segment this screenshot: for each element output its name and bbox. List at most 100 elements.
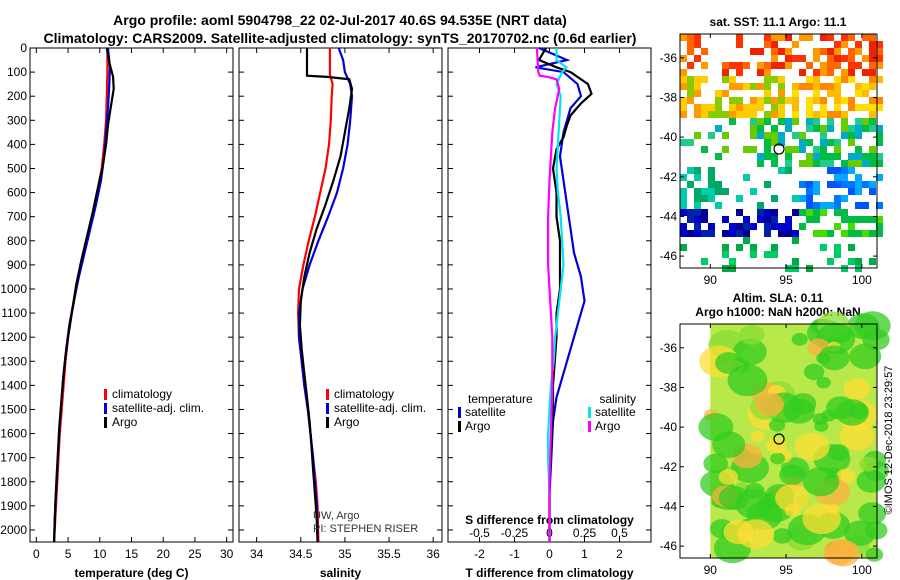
sst-cell xyxy=(743,62,750,69)
sst-cell xyxy=(806,160,813,167)
sst-cell xyxy=(862,118,869,125)
map-lat-label: -42 xyxy=(660,170,678,184)
sst-cell xyxy=(834,90,841,97)
sst-cell xyxy=(785,48,792,55)
sst-cell xyxy=(799,181,806,188)
y-tick-label: 700 xyxy=(7,210,27,224)
sst-cell xyxy=(869,97,876,104)
sst-cell xyxy=(750,244,757,251)
sst-cell xyxy=(820,230,827,237)
sst-cell xyxy=(827,90,834,97)
sst-cell xyxy=(708,132,715,139)
legend-swatch xyxy=(104,403,107,414)
sst-cell xyxy=(680,55,687,62)
sst-cell xyxy=(862,181,869,188)
sst-cell xyxy=(715,188,722,195)
sst-cell xyxy=(813,153,820,160)
y-tick-label: 300 xyxy=(7,113,27,127)
sst-cell xyxy=(848,55,855,62)
sst-cell xyxy=(841,97,848,104)
sst-cell xyxy=(876,55,883,62)
sst-cell xyxy=(785,146,792,153)
legend-label: climatology xyxy=(112,387,172,401)
sst-cell xyxy=(834,153,841,160)
y-tick-label: 800 xyxy=(7,234,27,248)
sst-cell xyxy=(771,62,778,69)
sst-cell xyxy=(750,83,757,90)
sst-cell xyxy=(869,153,876,160)
sst-cell xyxy=(736,41,743,48)
y-tick-label: 1000 xyxy=(0,282,27,296)
sst-cell xyxy=(694,216,701,223)
sst-cell xyxy=(862,69,869,76)
sst-cell xyxy=(862,34,869,41)
legend-label: Argo xyxy=(595,419,621,433)
sst-cell xyxy=(862,55,869,62)
sst-cell xyxy=(827,258,834,265)
sst-cell xyxy=(834,83,841,90)
sst-cell xyxy=(736,230,743,237)
sst-cell xyxy=(834,97,841,104)
map-lat-label: -46 xyxy=(660,539,678,553)
sst-cell xyxy=(813,230,820,237)
sst-cell xyxy=(848,258,855,265)
sst-cell xyxy=(680,76,687,83)
sst-cell xyxy=(813,181,820,188)
sst-cell xyxy=(764,223,771,230)
sla-blob xyxy=(735,489,773,519)
sst-cell xyxy=(750,223,757,230)
sst-cell xyxy=(729,76,736,83)
sst-cell xyxy=(813,188,820,195)
sst-cell xyxy=(806,111,813,118)
sst-cell xyxy=(876,139,883,146)
sst-cell xyxy=(687,90,694,97)
sla-blob xyxy=(862,328,890,351)
sst-cell xyxy=(701,258,708,265)
sst-cell xyxy=(855,62,862,69)
sst-cell xyxy=(722,132,729,139)
sst-cell xyxy=(869,146,876,153)
sst-cell xyxy=(785,216,792,223)
x-axis-label-difference: T difference from climatology xyxy=(465,566,633,580)
sst-cell xyxy=(722,76,729,83)
sst-cell xyxy=(848,181,855,188)
sst-cell xyxy=(876,132,883,139)
sst-cell xyxy=(701,111,708,118)
sst-cell xyxy=(848,104,855,111)
sla-blob xyxy=(770,452,786,465)
sst-cell xyxy=(799,34,806,41)
sst-cell xyxy=(806,125,813,132)
sst-cell xyxy=(806,34,813,41)
sst-cell xyxy=(855,202,862,209)
sst-cell xyxy=(792,209,799,216)
sst-cell xyxy=(792,111,799,118)
sst-cell xyxy=(743,111,750,118)
sla-blob xyxy=(818,345,850,371)
sst-cell xyxy=(869,62,876,69)
sst-cell xyxy=(680,202,687,209)
sst-cell xyxy=(869,55,876,62)
sst-cell xyxy=(876,104,883,111)
sst-cell xyxy=(876,48,883,55)
sst-cell xyxy=(680,69,687,76)
sst-cell xyxy=(736,97,743,104)
sst-cell xyxy=(694,174,701,181)
sst-cell xyxy=(736,244,743,251)
sst-cell xyxy=(862,202,869,209)
x-axis-label-salinity: salinity xyxy=(320,566,362,580)
sst-cell xyxy=(764,216,771,223)
sst-cell xyxy=(855,118,862,125)
sst-cell xyxy=(820,125,827,132)
sst-cell xyxy=(827,230,834,237)
sla-blob xyxy=(766,437,787,454)
sst-cell xyxy=(862,83,869,90)
sst-cell xyxy=(680,188,687,195)
sst-cell xyxy=(869,76,876,83)
x-tick-label: 35 xyxy=(338,547,352,561)
sst-cell xyxy=(848,125,855,132)
sst-cell xyxy=(792,41,799,48)
legend-swatch xyxy=(326,403,329,414)
sst-cell xyxy=(813,97,820,104)
sst-cell xyxy=(785,55,792,62)
sst-cell xyxy=(694,223,701,230)
